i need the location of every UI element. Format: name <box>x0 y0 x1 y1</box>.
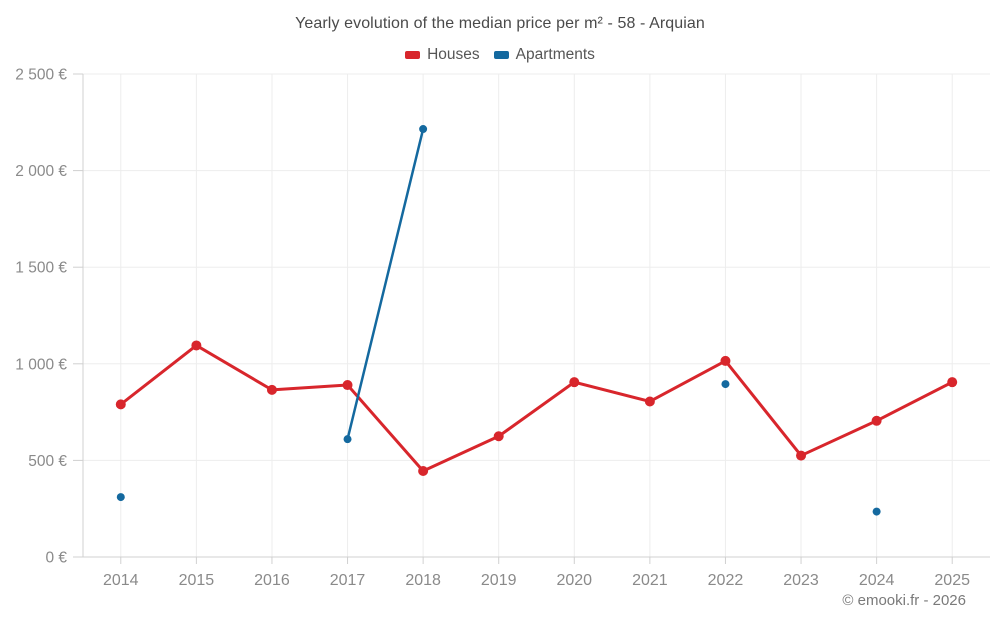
legend-label-houses: Houses <box>427 46 480 63</box>
houses-point-2025[interactable] <box>947 377 958 388</box>
apartments-point-2024[interactable] <box>872 507 881 516</box>
houses-swatch-icon <box>405 51 421 59</box>
chart-legend: Houses Apartments <box>0 46 1000 64</box>
houses-point-2024[interactable] <box>871 415 882 426</box>
y-axis-tick-label: 500 € <box>28 453 67 470</box>
x-axis-tick-label: 2020 <box>556 572 592 589</box>
x-axis-tick-label: 2014 <box>103 572 139 589</box>
y-axis-tick-label: 1 500 € <box>15 260 67 277</box>
houses-point-2018[interactable] <box>418 466 429 477</box>
y-axis-tick-label: 1 000 € <box>15 356 67 373</box>
apartments-point-2014[interactable] <box>116 493 125 502</box>
houses-point-2019[interactable] <box>493 431 504 442</box>
apartments-line <box>346 127 425 441</box>
y-axis-tick-label: 2 000 € <box>15 163 67 180</box>
x-axis-tick-label: 2017 <box>330 572 366 589</box>
x-axis-tick-label: 2015 <box>179 572 215 589</box>
houses-point-2020[interactable] <box>569 377 580 388</box>
y-axis-tick-label: 0 € <box>45 550 67 567</box>
houses-point-2014[interactable] <box>115 399 126 410</box>
x-axis-tick-label: 2016 <box>254 572 290 589</box>
x-axis-tick-label: 2018 <box>405 572 441 589</box>
x-axis-tick-label: 2022 <box>708 572 744 589</box>
apartments-point-2022[interactable] <box>721 380 730 389</box>
copyright-footer: © emooki.fr - 2026 <box>842 592 966 609</box>
houses-point-2021[interactable] <box>644 396 655 407</box>
legend-item-apartments[interactable]: Apartments <box>493 46 595 64</box>
houses-point-2015[interactable] <box>191 340 202 351</box>
x-axis-tick-label: 2024 <box>859 572 895 589</box>
x-axis-tick-label: 2023 <box>783 572 819 589</box>
houses-point-2023[interactable] <box>796 450 807 461</box>
legend-label-apartments: Apartments <box>515 46 595 63</box>
y-axis-tick-label: 2 500 € <box>15 67 67 84</box>
apartments-point-2018[interactable] <box>419 125 428 134</box>
x-axis-tick-label: 2019 <box>481 572 517 589</box>
apartments-point-2017[interactable] <box>343 435 352 444</box>
houses-point-2022[interactable] <box>720 355 731 366</box>
legend-item-houses[interactable]: Houses <box>405 46 480 64</box>
houses-line <box>119 343 954 473</box>
x-axis-tick-label: 2025 <box>934 572 970 589</box>
houses-point-2017[interactable] <box>342 380 353 391</box>
chart-title: Yearly evolution of the median price per… <box>295 15 705 32</box>
houses-point-2016[interactable] <box>266 384 277 395</box>
apartments-swatch-icon <box>493 51 509 59</box>
x-axis-tick-label: 2021 <box>632 572 668 589</box>
